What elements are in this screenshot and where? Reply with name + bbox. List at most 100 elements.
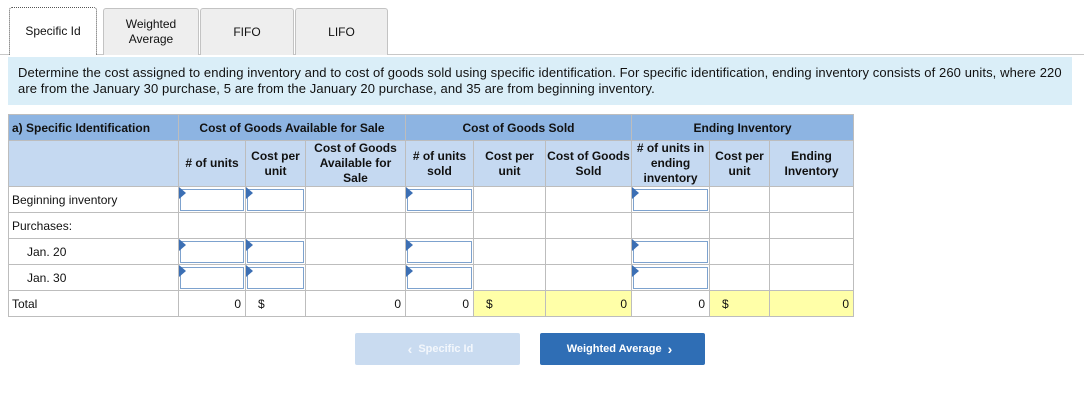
tab-bar: Specific Id Weighted Average FIFO LIFO: [0, 0, 1084, 55]
input-marker-icon: [179, 239, 186, 251]
total-cogs-value: 0: [545, 290, 632, 317]
row-label-beginning-inventory: Beginning inventory: [8, 186, 179, 213]
input-marker-icon: [632, 187, 639, 199]
total-units-ending-value: 0: [631, 290, 710, 317]
total-cogs-dollar-sign: $: [473, 290, 546, 317]
jan20-units-ending-input[interactable]: [631, 238, 710, 265]
jan20-cost-input[interactable]: [245, 238, 306, 265]
col-header-cost-per-unit-ending: Cost per unit: [709, 140, 770, 187]
col-header-units-sold: # of units sold: [405, 140, 474, 187]
tab-baseline: [0, 54, 1084, 55]
chevron-left-icon: ‹: [407, 341, 413, 357]
cell-empty: [473, 238, 546, 265]
cell-empty: [545, 212, 632, 239]
input-marker-icon: [406, 187, 413, 199]
chevron-right-icon: ›: [667, 341, 673, 357]
tab-specific-id[interactable]: Specific Id: [9, 7, 97, 55]
cell-empty: [305, 264, 406, 291]
input-marker-icon: [246, 239, 253, 251]
total-ending-inventory-value: 0: [769, 290, 854, 317]
cell-empty: [545, 238, 632, 265]
beginning-units-input[interactable]: [178, 186, 246, 213]
group-header-cogs: Cost of Goods Sold: [405, 114, 632, 141]
instruction-text: Determine the cost assigned to ending in…: [8, 57, 1072, 105]
jan20-units-input[interactable]: [178, 238, 246, 265]
input-marker-icon: [179, 187, 186, 199]
tab-label: LIFO: [328, 24, 355, 39]
cell-empty: [709, 186, 770, 213]
cell-empty: [769, 212, 854, 239]
column-header-row: # of units Cost per unit Cost of Goods A…: [8, 140, 854, 187]
col-header-cost-per-unit-sold: Cost per unit: [473, 140, 546, 187]
group-header-row: a) Specific Identification Cost of Goods…: [8, 114, 854, 141]
input-marker-icon: [406, 265, 413, 277]
table-row: Jan. 20: [8, 238, 854, 265]
input-marker-icon: [246, 187, 253, 199]
header-blank: [8, 140, 179, 187]
total-units-sold-value: 0: [405, 290, 474, 317]
total-cogas-value: 0: [305, 290, 406, 317]
input-marker-icon: [632, 265, 639, 277]
cell-empty: [178, 212, 246, 239]
cell-empty: [545, 186, 632, 213]
table-row: Purchases:: [8, 212, 854, 239]
total-units-value: 0: [178, 290, 246, 317]
table-title: a) Specific Identification: [8, 114, 179, 141]
row-label-jan-30: Jan. 30: [8, 264, 179, 291]
col-header-ending-inventory: Ending Inventory: [769, 140, 854, 187]
cell-empty: [305, 212, 406, 239]
jan20-units-sold-input[interactable]: [405, 238, 474, 265]
prev-button[interactable]: ‹ Specific Id: [355, 333, 520, 365]
tab-weighted-average[interactable]: Weighted Average: [103, 8, 199, 55]
tab-lifo[interactable]: LIFO: [295, 8, 388, 55]
row-label-total: Total: [8, 290, 179, 317]
input-marker-icon: [406, 239, 413, 251]
col-header-units: # of units: [178, 140, 246, 187]
total-ending-dollar-sign: $: [709, 290, 770, 317]
input-marker-icon: [632, 239, 639, 251]
col-header-units-ending: # of units in ending inventory: [631, 140, 710, 187]
cell-empty: [631, 212, 710, 239]
tab-label: Specific Id: [25, 24, 81, 38]
cell-empty: [769, 186, 854, 213]
cell-empty: [473, 264, 546, 291]
cell-empty: [245, 212, 306, 239]
cell-empty: [545, 264, 632, 291]
cell-empty: [305, 238, 406, 265]
cell-empty: [769, 238, 854, 265]
cell-empty: [473, 186, 546, 213]
row-label-jan-20: Jan. 20: [8, 238, 179, 265]
jan30-units-ending-input[interactable]: [631, 264, 710, 291]
next-button-label: Weighted Average: [566, 343, 662, 355]
prev-button-label: Specific Id: [418, 343, 474, 355]
table-row: Beginning inventory: [8, 186, 854, 213]
beginning-cost-input[interactable]: [245, 186, 306, 213]
cell-empty: [709, 264, 770, 291]
next-button[interactable]: Weighted Average ›: [540, 333, 705, 365]
col-header-cogs: Cost of Goods Sold: [545, 140, 632, 187]
input-marker-icon: [246, 265, 253, 277]
row-label-purchases: Purchases:: [8, 212, 179, 239]
jan30-cost-input[interactable]: [245, 264, 306, 291]
tab-label: FIFO: [233, 24, 261, 39]
group-header-cogas: Cost of Goods Available for Sale: [178, 114, 406, 141]
jan30-units-input[interactable]: [178, 264, 246, 291]
cell-empty: [709, 238, 770, 265]
tab-fifo[interactable]: FIFO: [200, 8, 294, 55]
cell-empty: [305, 186, 406, 213]
beginning-units-ending-input[interactable]: [631, 186, 710, 213]
total-row: Total 0 $ 0 0 $ 0 0 $ 0: [8, 290, 854, 317]
cell-empty: [769, 264, 854, 291]
inventory-table: a) Specific Identification Cost of Goods…: [8, 114, 854, 317]
table-row: Jan. 30: [8, 264, 854, 291]
input-marker-icon: [179, 265, 186, 277]
col-header-cost-per-unit: Cost per unit: [245, 140, 306, 187]
cell-empty: [473, 212, 546, 239]
cell-empty: [709, 212, 770, 239]
col-header-cogas: Cost of Goods Available for Sale: [305, 140, 406, 187]
total-cogas-dollar-sign: $: [245, 290, 306, 317]
beginning-units-sold-input[interactable]: [405, 186, 474, 213]
group-header-ending: Ending Inventory: [631, 114, 854, 141]
tab-label: Weighted Average: [125, 17, 177, 46]
jan30-units-sold-input[interactable]: [405, 264, 474, 291]
